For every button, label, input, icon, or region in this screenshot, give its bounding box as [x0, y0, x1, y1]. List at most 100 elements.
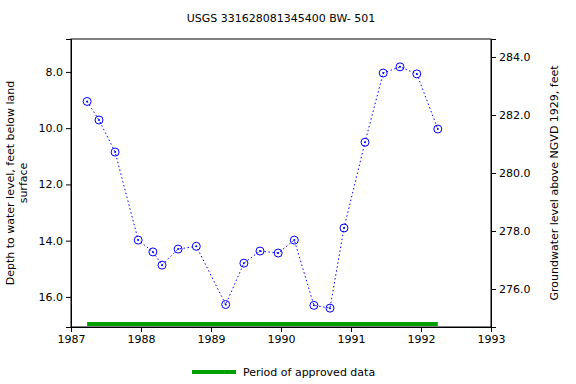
- tick-mark: [66, 72, 71, 73]
- data-point: [340, 224, 348, 232]
- marker-ring: [340, 224, 348, 232]
- y2-axis: 276.0 278.0 280.0 282.0 284.0: [491, 40, 531, 328]
- marker-ring: [134, 236, 142, 244]
- tick-label: 282.0: [499, 109, 531, 122]
- tick: 8.0: [46, 66, 72, 79]
- marker-dot: [86, 100, 88, 102]
- data-point: [256, 247, 264, 255]
- series-line: [87, 67, 438, 308]
- marker-ring: [310, 301, 318, 309]
- tick-label: 1993: [478, 333, 506, 346]
- tick: 1992: [408, 327, 436, 346]
- data-point: [413, 70, 421, 78]
- tick: 16.0: [39, 291, 72, 304]
- tick: 10.0: [39, 122, 72, 135]
- tick-mark: [281, 327, 282, 332]
- marker-dot: [98, 119, 100, 121]
- marker-ring: [413, 70, 421, 78]
- tick: 14.0: [39, 235, 72, 248]
- plot-area: [83, 63, 442, 326]
- axis-line: [66, 40, 72, 328]
- title: USGS 331628081345400 BW- 501: [187, 12, 376, 25]
- data-point: [134, 236, 142, 244]
- tick-label: 1990: [268, 333, 296, 346]
- tick-mark: [66, 184, 71, 185]
- legend: Period of approved data: [192, 366, 375, 379]
- marker-dot: [243, 262, 245, 264]
- tick-label: 10.0: [39, 122, 64, 135]
- marker-dot: [382, 72, 384, 74]
- tick: 278.0: [491, 225, 531, 238]
- data-point: [396, 63, 404, 71]
- tick-mark: [491, 173, 496, 174]
- chart: USGS 331628081345400 BW- 501198719881989…: [0, 0, 576, 384]
- tick-label: 284.0: [499, 51, 531, 64]
- tick-mark: [491, 115, 496, 116]
- tick: 284.0: [491, 51, 531, 64]
- tick-label: 14.0: [39, 235, 64, 248]
- marker-dot: [437, 128, 439, 130]
- data-point: [240, 259, 248, 267]
- tick-mark: [211, 327, 212, 332]
- tick-mark: [351, 327, 352, 332]
- marker-dot: [364, 141, 366, 143]
- tick-label: 1992: [408, 333, 436, 346]
- legend-label: Period of approved data: [243, 366, 375, 379]
- marker-ring: [240, 259, 248, 267]
- tick: 280.0: [491, 167, 531, 180]
- tick-label: 280.0: [499, 167, 531, 180]
- tick: 1993: [478, 327, 506, 346]
- y-axis: 8.0 10.0 12.0 14.0 16.0: [39, 40, 72, 328]
- data-point: [310, 301, 318, 309]
- marker-ring: [434, 125, 442, 133]
- tick-mark: [66, 297, 71, 298]
- data-point: [290, 236, 298, 244]
- data-point: [111, 148, 119, 156]
- marker-ring: [192, 242, 200, 250]
- marker-ring: [111, 148, 119, 156]
- tick-mark: [141, 327, 142, 332]
- tick-label: 8.0: [46, 66, 64, 79]
- data-point: [379, 69, 387, 77]
- tick-label: 278.0: [499, 225, 531, 238]
- legend-swatch: [192, 370, 236, 374]
- data-point: [192, 242, 200, 250]
- marker-ring: [326, 304, 334, 312]
- marker-dot: [277, 252, 279, 254]
- tick: 1990: [268, 327, 296, 346]
- marker-dot: [293, 239, 295, 241]
- tick-mark: [66, 241, 71, 242]
- axis-line: [492, 40, 497, 328]
- marker-dot: [329, 307, 331, 309]
- tick: 1988: [128, 327, 156, 346]
- marker-dot: [177, 248, 179, 250]
- tick-label: 1987: [58, 333, 86, 346]
- tick: 1991: [338, 327, 366, 346]
- data-point: [158, 261, 166, 269]
- plot-frame: [71, 39, 491, 327]
- tick: 276.0: [491, 283, 531, 296]
- tick-label: 1988: [128, 333, 156, 346]
- x-axis: 1987198819891990199119921993: [58, 327, 506, 346]
- tick-label: 1991: [338, 333, 366, 346]
- tick: 12.0: [39, 178, 72, 191]
- marker-dot: [161, 264, 163, 266]
- marker-dot: [343, 227, 345, 229]
- marker-ring: [256, 247, 264, 255]
- marker-ring: [274, 249, 282, 257]
- marker-ring: [222, 301, 230, 309]
- tick-label: 12.0: [39, 178, 64, 191]
- marker-ring: [379, 69, 387, 77]
- marker-dot: [137, 239, 139, 241]
- tick-mark: [421, 327, 422, 332]
- data-point: [83, 97, 91, 105]
- data-point: [361, 138, 369, 146]
- tick-label: 276.0: [499, 283, 531, 296]
- marker-dot: [259, 250, 261, 252]
- marker-dot: [195, 245, 197, 247]
- data-point: [95, 116, 103, 124]
- data-point: [174, 245, 182, 253]
- data-point: [274, 249, 282, 257]
- marker-dot: [399, 66, 401, 68]
- marker-dot: [152, 251, 154, 253]
